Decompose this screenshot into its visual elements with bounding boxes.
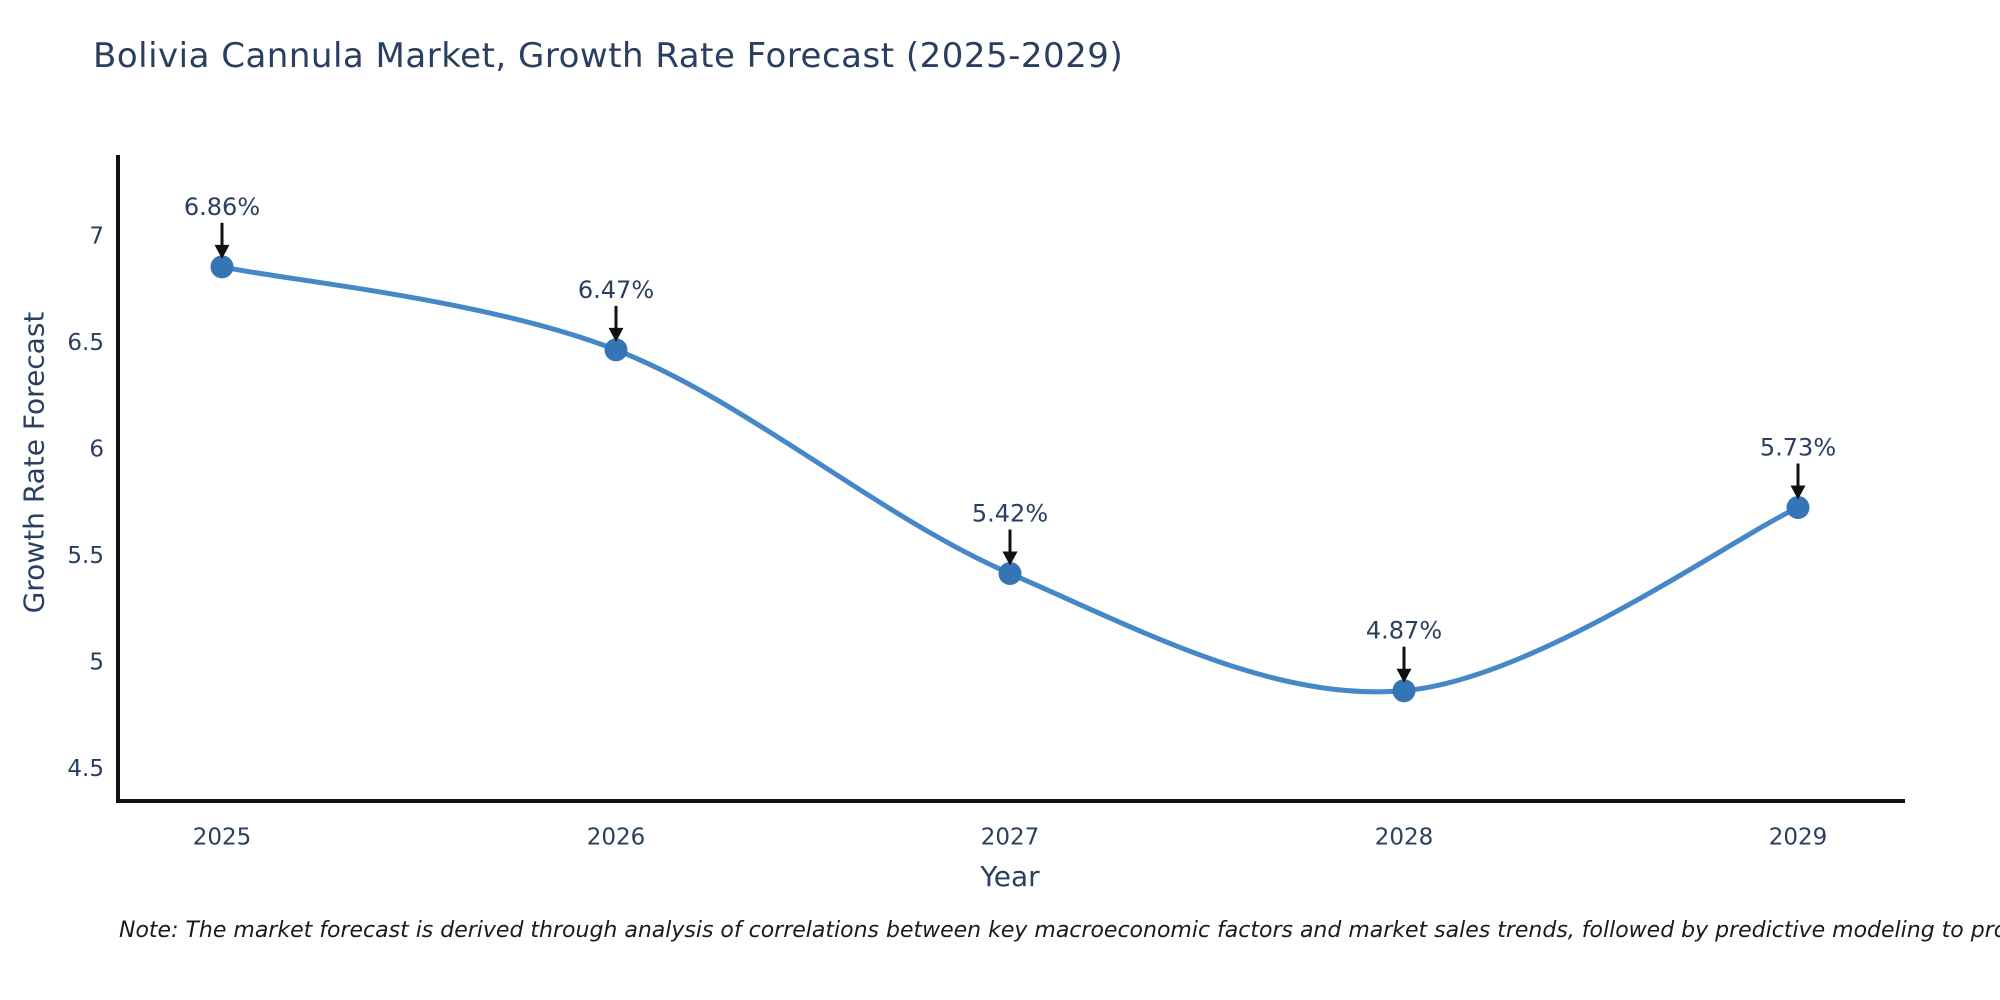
annotation-arrowhead	[1002, 551, 1018, 566]
annotation-arrowhead	[608, 327, 624, 342]
x-tick-label: 2029	[1769, 825, 1828, 851]
point-annotation-label: 4.87%	[1366, 617, 1442, 645]
y-tick-label: 4.5	[67, 756, 104, 782]
data-point-marker[interactable]	[604, 338, 628, 362]
y-tick-label: 6.5	[67, 330, 104, 356]
annotation-arrowhead	[1790, 485, 1806, 500]
data-point-marker[interactable]	[998, 562, 1022, 586]
y-tick-label: 5.5	[67, 543, 104, 569]
x-tick-label: 2027	[981, 825, 1040, 851]
x-tick-label: 2025	[193, 825, 252, 851]
data-point-marker[interactable]	[1786, 496, 1810, 520]
point-annotation-label: 6.86%	[184, 193, 260, 221]
data-point-marker[interactable]	[1392, 679, 1416, 703]
x-tick-label: 2028	[1375, 825, 1434, 851]
point-annotation-label: 5.42%	[972, 500, 1048, 528]
footnote: Note: The market forecast is derived thr…	[119, 918, 2000, 943]
x-axis-title: Year	[980, 860, 1040, 893]
y-tick-label: 6	[89, 437, 104, 463]
point-annotation-label: 5.73%	[1760, 434, 1836, 462]
x-tick-label: 2026	[587, 825, 646, 851]
annotation-arrowhead	[1396, 668, 1412, 683]
annotation-arrowhead	[214, 244, 230, 259]
forecast-line	[219, 264, 1801, 695]
y-tick-label: 5	[89, 650, 104, 676]
chart-title: Bolivia Cannula Market, Growth Rate Fore…	[93, 36, 1124, 76]
point-annotation-label: 6.47%	[578, 276, 654, 304]
y-tick-label: 7	[89, 224, 104, 250]
data-point-marker[interactable]	[210, 255, 234, 279]
